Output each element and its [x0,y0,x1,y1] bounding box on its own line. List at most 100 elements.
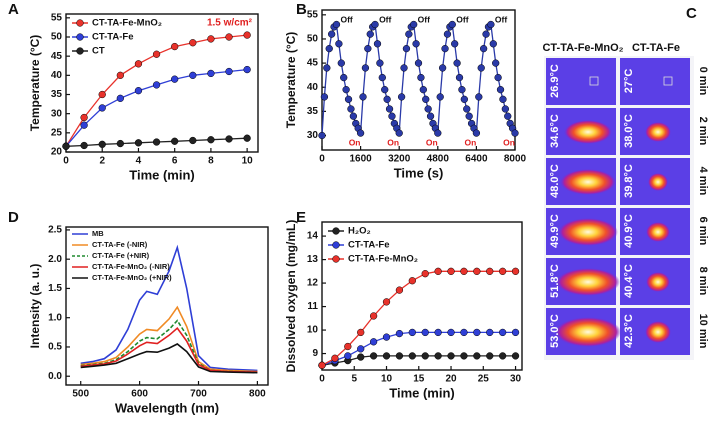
hot-spot [646,272,670,292]
data-point [328,30,336,38]
data-point [344,342,352,351]
data-point [460,267,468,275]
y-tick-label: 55 [51,12,63,23]
legend-label: CT-TA-Fe-MnO₂ [92,18,162,29]
plot-frame [321,9,516,151]
y-tick-label: 40 [51,70,63,81]
data-point [451,40,459,48]
x-axis-title: Time (min) [129,167,195,182]
data-point [323,64,331,72]
data-point [424,105,432,113]
legend-label: CT-TA-Fe (-NIR) [92,240,148,249]
x-tick-label: 0 [319,374,325,385]
legend-label: CT [92,46,105,57]
y-tick-label: 50 [307,34,319,45]
data-point [376,59,384,67]
x-tick-label: 700 [190,389,207,400]
data-point [335,40,343,48]
data-point [465,112,473,120]
data-point [344,352,352,360]
x-tick-label: 5 [351,374,357,385]
data-point [207,35,215,43]
y-tick-label: 50 [51,32,63,43]
data-point [453,59,461,67]
data-point [408,352,416,360]
series-line [80,343,258,374]
data-point [460,328,468,337]
x-tick-label: 600 [131,389,148,400]
data-point [434,129,442,137]
data-point [369,338,378,346]
legend-label: CT-TA-Fe-MnO₂ (-NIR) [92,262,170,271]
series-line [65,68,248,147]
data-point [388,112,396,120]
data-point [369,312,378,320]
data-point [325,44,333,53]
data-point [80,121,88,129]
x-tick-label: 8 [208,156,214,167]
y-tick-label: 10 [307,325,319,336]
data-point [460,95,468,103]
data-point [402,44,411,53]
data-point [463,105,471,113]
x-tick-label: 6400 [465,154,488,165]
thermal-image [620,58,690,105]
data-point [475,93,483,101]
data-point [385,105,394,113]
panel-label: C [686,5,697,22]
data-point [369,352,378,360]
legend-label: CT-TA-Fe-MnO₂ [348,254,418,265]
data-point [356,129,365,137]
y-axis-title: Temperature (°C) [284,32,298,129]
data-point [364,44,372,53]
annotation: Off [456,15,468,25]
data-point [405,30,413,38]
data-point [434,328,442,337]
data-point [332,20,341,29]
data-point [448,20,456,29]
y-tick-label: 45 [307,58,319,69]
temperature-label: 34.6°C [549,114,561,148]
data-point [455,73,464,82]
x-tick-label: 4 [136,156,142,167]
temperature-label: 51.8°C [549,264,561,298]
thermal-cursor [589,76,599,86]
data-point [460,352,468,360]
x-tick-label: 2 [99,156,105,167]
temperature-label: 27°C [623,69,635,94]
temperature-label: 49.9°C [549,214,561,248]
annotation: 1.5 w/cm² [207,18,253,29]
data-point [434,352,442,360]
y-tick-label: 25 [51,127,63,138]
legend-label: H₂O₂ [348,226,371,237]
series-line [80,305,258,373]
data-point [98,140,106,148]
data-point [378,73,386,82]
data-point [473,328,481,337]
temperature-label: 53.0°C [549,314,561,348]
y-tick-label: 45 [51,51,63,62]
data-point [421,328,429,337]
time-label: 10 min [697,314,709,349]
y-axis-title: Dissolved oxygen (mg/mL) [284,220,298,373]
data-point [171,137,179,145]
y-tick-label: 2.0 [48,254,62,265]
data-point [318,361,326,369]
y-axis-title: Temperature (°C) [28,35,42,132]
y-tick-label: 55 [307,9,319,20]
data-point [340,73,348,82]
data-point [318,131,326,140]
data-point [426,112,435,120]
legend-label: CT-TA-Fe [348,240,390,251]
hot-spot [555,317,621,347]
data-point [482,30,490,38]
data-point [189,71,197,79]
data-point [421,270,429,278]
data-point [243,134,251,142]
data-point [116,94,124,102]
data-point [458,86,466,94]
data-point [225,67,233,76]
x-axis-title: Time (s) [394,165,444,180]
data-point [337,59,345,67]
x-tick-label: 25 [478,374,490,385]
